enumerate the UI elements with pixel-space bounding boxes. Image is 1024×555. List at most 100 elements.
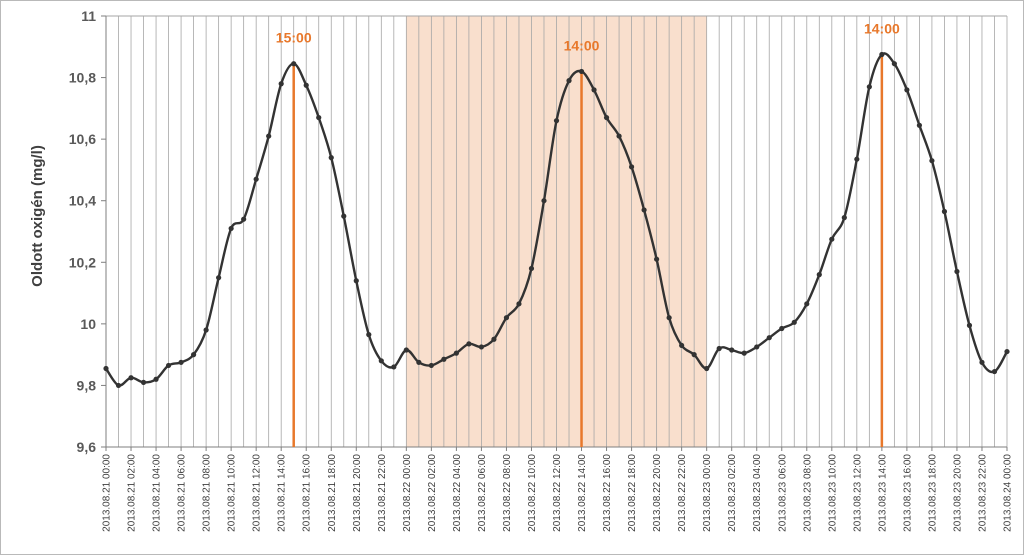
x-tick-label: 2013.08.22 08:00 <box>502 454 513 532</box>
x-tick-label: 2013.08.22 04:00 <box>452 454 463 532</box>
data-point <box>491 336 497 342</box>
x-tick-label: 2013.08.23 22:00 <box>977 454 988 532</box>
data-point <box>816 272 822 278</box>
y-tick-label: 10,2 <box>69 254 96 270</box>
x-tick-label: 2013.08.23 10:00 <box>827 454 838 532</box>
x-tick-label: 2013.08.21 18:00 <box>327 454 338 532</box>
x-tick-label: 2013.08.21 04:00 <box>152 454 163 532</box>
data-point <box>591 87 597 93</box>
data-point <box>153 376 159 382</box>
x-tick-label: 2013.08.21 12:00 <box>252 454 263 532</box>
x-tick-label: 2013.08.21 06:00 <box>177 454 188 532</box>
data-point <box>566 78 572 84</box>
x-tick-label: 2013.08.23 04:00 <box>752 454 763 532</box>
data-point <box>891 61 897 67</box>
data-point <box>541 198 547 204</box>
x-tick-label: 2013.08.22 10:00 <box>527 454 538 532</box>
data-point <box>391 364 397 370</box>
data-point <box>904 87 910 93</box>
y-tick-label: 10 <box>80 316 96 332</box>
data-point <box>303 82 309 88</box>
data-point <box>729 347 735 353</box>
x-tick-label: 2013.08.21 20:00 <box>352 454 363 532</box>
data-point <box>378 358 384 364</box>
data-point <box>804 301 810 307</box>
data-point <box>416 359 422 365</box>
x-tick-label: 2013.08.21 16:00 <box>302 454 313 532</box>
data-point <box>528 265 535 272</box>
data-point <box>866 84 872 90</box>
data-point <box>628 164 635 170</box>
x-tick-label: 2013.08.22 12:00 <box>552 454 563 532</box>
data-point <box>316 114 322 121</box>
data-point <box>278 81 284 87</box>
peak-time-label: 14:00 <box>564 37 600 53</box>
x-tick-label: 2013.08.21 14:00 <box>277 454 288 532</box>
data-point <box>578 68 585 75</box>
data-point <box>140 379 147 385</box>
x-tick-label: 2013.08.23 08:00 <box>802 454 813 532</box>
data-point <box>704 365 710 372</box>
data-point <box>766 335 772 341</box>
data-point <box>854 156 860 162</box>
data-point <box>190 352 197 358</box>
annotation-layer: 15:00 14:00 14:00 <box>276 20 900 447</box>
data-point <box>941 208 948 215</box>
x-tick-label: 2013.08.22 00:00 <box>402 454 413 532</box>
x-tick-label: 2013.08.23 02:00 <box>727 454 738 532</box>
x-tick-label: 2013.08.23 18:00 <box>927 454 938 532</box>
data-point <box>291 61 297 67</box>
x-tick-label: 2013.08.21 00:00 <box>102 454 113 532</box>
data-point <box>691 352 697 358</box>
data-point <box>241 216 247 222</box>
data-point <box>979 359 985 365</box>
x-tick-label: 2013.08.22 06:00 <box>477 454 488 532</box>
x-tick-label: 2013.08.22 14:00 <box>577 454 588 532</box>
data-point <box>666 315 672 321</box>
data-point <box>266 133 272 139</box>
data-point <box>1004 348 1010 355</box>
x-tick-label: 2013.08.24 00:00 <box>1003 454 1014 532</box>
data-point <box>253 176 259 182</box>
data-point <box>466 341 472 347</box>
data-point <box>991 368 998 375</box>
x-tick-label: 2013.08.22 22:00 <box>677 454 688 532</box>
data-point <box>128 375 134 381</box>
x-tick-label: 2013.08.23 12:00 <box>852 454 863 532</box>
data-point <box>616 133 622 139</box>
data-point <box>516 301 522 307</box>
data-point <box>366 332 372 338</box>
data-point <box>178 359 184 365</box>
data-point <box>654 256 660 262</box>
data-point <box>603 114 610 121</box>
data-point <box>966 322 973 328</box>
x-tick-label: 2013.08.23 20:00 <box>952 454 963 532</box>
axis-layer: 9,6 9,8 10 10,2 10,4 10,6 10,8 11 2013.08.21 00:… <box>69 8 1014 532</box>
x-tick-label: 2013.08.21 10:00 <box>227 454 238 532</box>
data-point <box>353 278 359 284</box>
series-layer <box>103 51 1010 389</box>
x-tick-label: 2013.08.22 18:00 <box>627 454 638 532</box>
peak-time-label: 15:00 <box>276 30 312 46</box>
data-point <box>553 118 560 124</box>
data-point <box>228 225 234 232</box>
y-tick-label: 10,4 <box>69 193 96 209</box>
data-point <box>165 362 172 369</box>
y-tick-label: 11 <box>81 8 96 24</box>
data-point <box>929 158 935 164</box>
x-tick-label: 2013.08.23 16:00 <box>902 454 913 532</box>
data-point <box>741 350 747 356</box>
y-tick-label: 10,6 <box>69 131 96 147</box>
x-tick-label: 2013.08.22 20:00 <box>652 454 663 532</box>
x-tick-label: 2013.08.21 08:00 <box>202 454 213 532</box>
y-axis-label: Oldott oxigén (mg/l) <box>29 145 46 287</box>
data-point <box>679 342 685 349</box>
data-point <box>841 215 847 221</box>
data-point <box>203 327 209 333</box>
y-tick-label: 9,6 <box>77 439 97 455</box>
y-tick-label: 9,8 <box>77 377 97 393</box>
data-point <box>791 319 797 325</box>
x-tick-label: 2013.08.22 16:00 <box>602 454 613 532</box>
peak-time-label: 14:00 <box>864 20 900 36</box>
